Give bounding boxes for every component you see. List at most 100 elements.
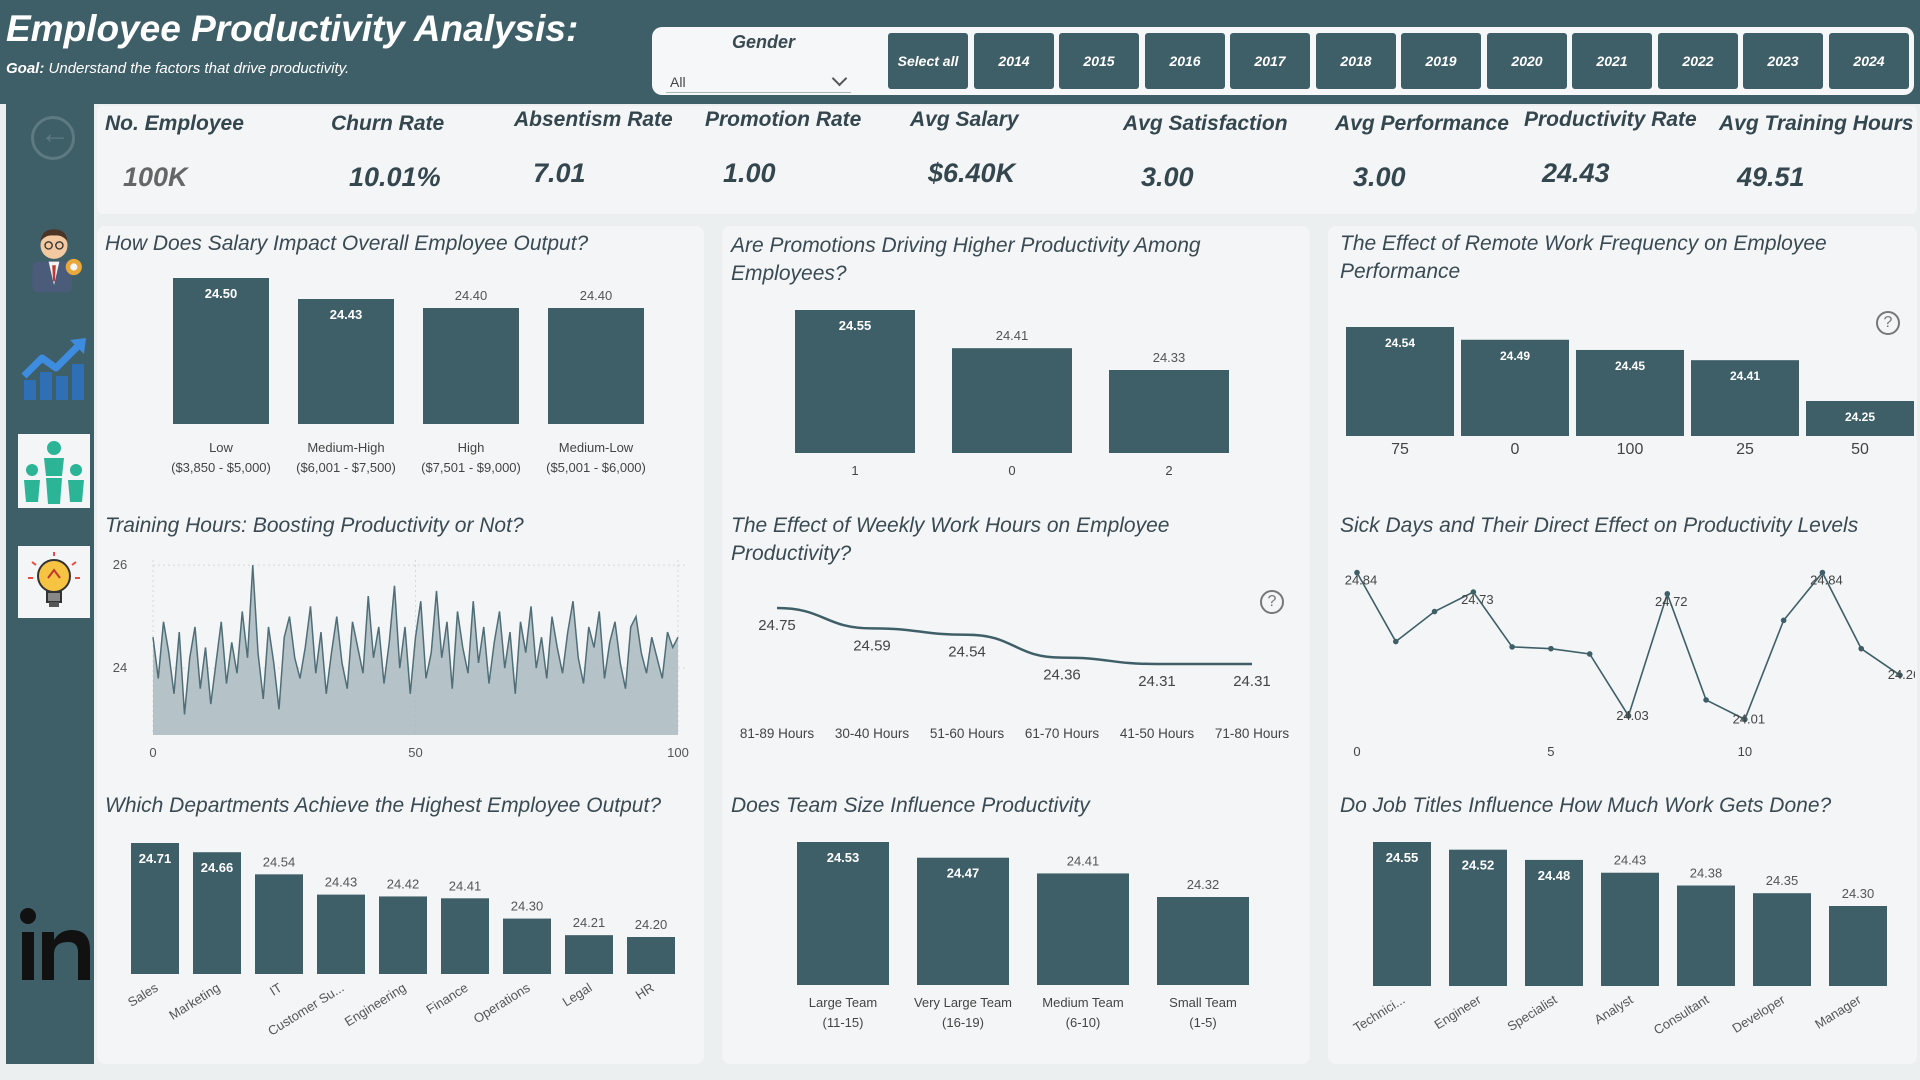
- bar-team_size-0[interactable]: [797, 842, 889, 985]
- category-label: 75: [1391, 441, 1409, 458]
- sick-days-point[interactable]: [1392, 638, 1399, 645]
- gender-dropdown[interactable]: All: [666, 70, 851, 93]
- category-label: 0: [1008, 463, 1015, 478]
- category-label: Large Team: [809, 995, 877, 1010]
- sick-days-point[interactable]: [1897, 672, 1903, 678]
- bar-departments-7[interactable]: [565, 935, 613, 974]
- bar-job_titles-2[interactable]: [1525, 859, 1583, 986]
- bar-value-label: 24.41: [1067, 853, 1100, 868]
- sick-days-point[interactable]: [1354, 569, 1360, 576]
- category-label: 25: [1736, 441, 1754, 458]
- point-value-label: 24.54: [948, 644, 986, 661]
- sick-days-point[interactable]: [1431, 608, 1438, 615]
- bar-remote-2[interactable]: [1576, 349, 1684, 436]
- year-button-2020[interactable]: 2020: [1487, 33, 1567, 89]
- sick-days-point[interactable]: [1548, 645, 1554, 652]
- sick-days-point[interactable]: [1664, 591, 1671, 597]
- year-button-2023[interactable]: 2023: [1743, 33, 1823, 89]
- linkedin-icon[interactable]: [18, 904, 94, 984]
- point-value-label: 24.59: [853, 637, 891, 654]
- sick-days-point[interactable]: [1509, 644, 1515, 650]
- y-tick-label: 26: [113, 557, 127, 572]
- bar-salary-2[interactable]: [423, 308, 519, 424]
- bar-salary-3[interactable]: [548, 308, 644, 424]
- year-button-2018[interactable]: 2018: [1316, 33, 1396, 89]
- bar-salary-1[interactable]: [298, 299, 394, 424]
- bar-team_size-3[interactable]: [1157, 897, 1249, 985]
- bar-job_titles-5[interactable]: [1753, 893, 1811, 986]
- year-button-select-all[interactable]: Select all: [888, 33, 968, 89]
- category-label: ($5,001 - $6,000): [546, 460, 646, 475]
- year-button-2015[interactable]: 2015: [1059, 33, 1139, 89]
- bar-departments-2[interactable]: [255, 874, 303, 974]
- year-button-2024[interactable]: 2024: [1829, 33, 1909, 89]
- category-label: Analyst: [1591, 992, 1635, 1028]
- sick-days-point[interactable]: [1470, 589, 1477, 595]
- bar-job_titles-3[interactable]: [1601, 872, 1659, 986]
- sick-days-line[interactable]: [1356, 571, 1901, 721]
- back-icon[interactable]: [31, 116, 75, 160]
- x-tick-label: 0: [1353, 744, 1360, 759]
- category-label: 2: [1165, 463, 1172, 478]
- sick-days-point[interactable]: [1625, 713, 1632, 719]
- year-button-2021[interactable]: 2021: [1572, 33, 1652, 89]
- category-label: Consultant: [1651, 992, 1712, 1038]
- sick-days-point[interactable]: [1703, 697, 1709, 703]
- bar-remote-1[interactable]: [1461, 339, 1569, 436]
- category-label: (11-15): [823, 1015, 864, 1030]
- bar-value-label: 24.41: [996, 328, 1029, 343]
- bar-job_titles-0[interactable]: [1373, 842, 1431, 986]
- year-button-2014[interactable]: 2014: [974, 33, 1054, 89]
- bar-promotions-0[interactable]: [795, 310, 915, 453]
- point-value-label: 24.73: [1461, 592, 1494, 607]
- sick-days-point[interactable]: [1819, 569, 1826, 576]
- kpi-value-employees: 100K: [123, 162, 188, 192]
- bar-departments-3[interactable]: [317, 894, 365, 974]
- bar-departments-0[interactable]: [131, 843, 179, 974]
- weekly-hours-line[interactable]: [776, 606, 1252, 666]
- point-value-label: 24.31: [1233, 673, 1271, 690]
- year-button-2016[interactable]: 2016: [1145, 33, 1225, 89]
- bar-salary-0[interactable]: [173, 278, 269, 424]
- kpi-value-salary: $6.40K: [928, 158, 1016, 188]
- bar-departments-1[interactable]: [193, 852, 241, 974]
- idea-bulb-icon[interactable]: [18, 546, 90, 618]
- team-icon[interactable]: [18, 436, 90, 508]
- year-button-2017[interactable]: 2017: [1230, 33, 1310, 89]
- training-area[interactable]: [153, 565, 678, 735]
- bar-promotions-2[interactable]: [1109, 370, 1229, 453]
- bar-value-label: 24.49: [1500, 349, 1530, 363]
- bar-team_size-1[interactable]: [917, 857, 1009, 985]
- training-line[interactable]: [152, 565, 679, 715]
- sick-days-point[interactable]: [1780, 617, 1787, 624]
- training-area-chart: 24 26 0 50 100: [113, 557, 689, 760]
- help-icon-remote[interactable]: ?: [1876, 311, 1900, 335]
- bar-value-label: 24.30: [511, 899, 544, 914]
- category-label: 1: [851, 463, 858, 478]
- bar-promotions-1[interactable]: [952, 348, 1072, 453]
- bar-remote-4[interactable]: [1806, 401, 1914, 436]
- sick-days-point[interactable]: [1586, 651, 1593, 657]
- category-label: 30-40 Hours: [835, 726, 910, 741]
- bar-remote-3[interactable]: [1691, 360, 1799, 436]
- bar-team_size-2[interactable]: [1037, 873, 1129, 985]
- sick-days-point[interactable]: [1858, 645, 1865, 652]
- bar-value-label: 24.71: [139, 851, 172, 866]
- bar-departments-6[interactable]: [503, 918, 551, 974]
- manager-icon[interactable]: [18, 222, 90, 294]
- year-button-2019[interactable]: 2019: [1401, 33, 1481, 89]
- bar-departments-4[interactable]: [379, 896, 427, 974]
- bar-job_titles-6[interactable]: [1829, 906, 1887, 986]
- job-titles-bar-chart: 24.55 Technici... 24.52 Engineer 24.48 Specia…: [1351, 842, 1887, 1038]
- bar-value-label: 24.21: [573, 915, 606, 930]
- bar-job_titles-1[interactable]: [1449, 849, 1507, 986]
- bar-remote-0[interactable]: [1346, 327, 1454, 436]
- sick-days-point[interactable]: [1742, 716, 1748, 723]
- year-button-2022[interactable]: 2022: [1658, 33, 1738, 89]
- bar-job_titles-4[interactable]: [1677, 885, 1735, 986]
- trend-chart-icon[interactable]: [18, 332, 90, 404]
- point-value-label: 24.03: [1616, 708, 1649, 723]
- bar-departments-5[interactable]: [441, 898, 489, 974]
- bar-departments-8[interactable]: [627, 937, 675, 974]
- help-icon-weekly-hours[interactable]: ?: [1260, 590, 1284, 614]
